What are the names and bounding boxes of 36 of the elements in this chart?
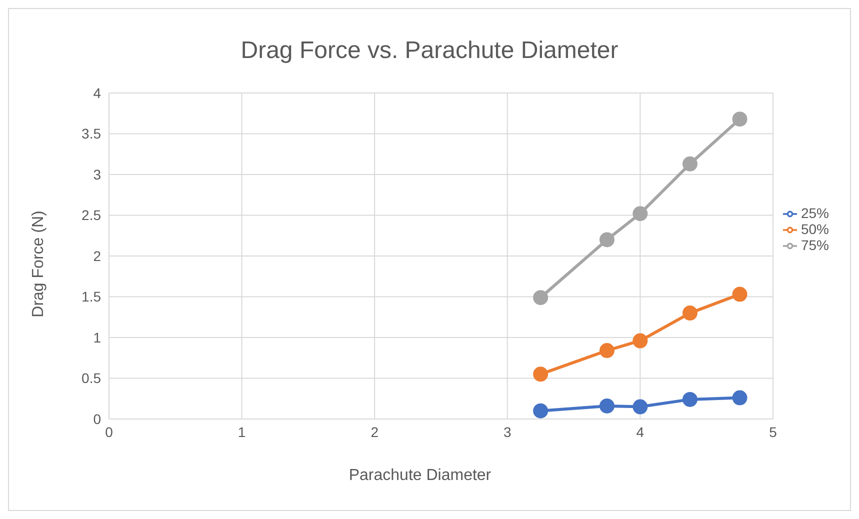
point	[682, 306, 698, 321]
point	[682, 392, 698, 407]
point	[682, 156, 698, 172]
y-tick-label: 3.5	[82, 126, 102, 142]
legend-label: 25%	[800, 204, 829, 221]
y-tick-label: 0	[93, 410, 102, 427]
point	[632, 206, 648, 222]
y-tick-label: 0.5	[82, 370, 102, 386]
x-tick-label: 2	[370, 424, 379, 440]
y-tick-label: 1	[93, 329, 102, 346]
point	[599, 343, 614, 358]
y-tick-label: 2.5	[82, 207, 102, 224]
x-tick-label: 5	[769, 424, 778, 440]
x-tick-label: 1	[238, 424, 246, 440]
point	[533, 366, 548, 382]
point	[732, 390, 748, 406]
point	[732, 286, 748, 302]
x-tick-label: 4	[636, 424, 644, 440]
point	[533, 403, 548, 418]
point	[732, 112, 748, 127]
x-tick-label: 3	[503, 424, 512, 440]
y-tick-label: 4	[93, 84, 102, 101]
chart-title: Drag Force vs. Parachute Diameter	[240, 37, 620, 65]
y-tick-label: 1.5	[82, 288, 102, 305]
point	[632, 399, 648, 414]
point	[533, 290, 548, 306]
point	[632, 333, 648, 348]
x-axis-title: Parachute Diameter	[348, 467, 492, 485]
y-tick-label: 2	[93, 248, 102, 264]
point	[599, 398, 614, 414]
y-tick-label: 3	[93, 166, 102, 182]
x-tick-label: 0	[105, 424, 114, 440]
y-axis-title: Drag Force (N)	[30, 210, 48, 318]
point	[599, 232, 614, 248]
legend-label: 75%	[800, 237, 829, 254]
legend-label: 50%	[800, 220, 829, 237]
